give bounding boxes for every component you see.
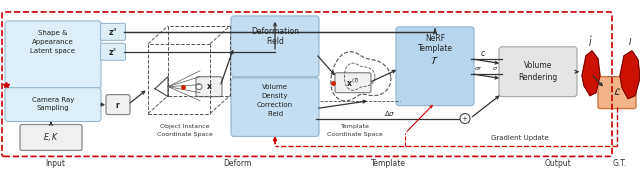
Text: Template: Template bbox=[340, 124, 369, 129]
FancyBboxPatch shape bbox=[100, 43, 125, 60]
Text: $\sigma_\mathcal{T}$: $\sigma_\mathcal{T}$ bbox=[474, 65, 484, 73]
Circle shape bbox=[196, 84, 202, 90]
Text: $\mathbf{z}^a$: $\mathbf{z}^a$ bbox=[108, 26, 118, 37]
Text: $I$: $I$ bbox=[628, 36, 632, 47]
Polygon shape bbox=[582, 51, 600, 96]
Text: Template: Template bbox=[417, 44, 452, 53]
Text: Deformation: Deformation bbox=[251, 27, 299, 36]
FancyBboxPatch shape bbox=[5, 21, 101, 89]
Text: Field: Field bbox=[267, 111, 283, 117]
Text: Output: Output bbox=[545, 159, 572, 168]
FancyBboxPatch shape bbox=[100, 23, 125, 40]
Text: $\mathcal{T}$: $\mathcal{T}$ bbox=[431, 54, 440, 66]
Text: Field: Field bbox=[266, 37, 284, 46]
Text: $\mathbf{x}$: $\mathbf{x}$ bbox=[205, 82, 212, 91]
Text: $\hat{I}$: $\hat{I}$ bbox=[588, 35, 594, 49]
Text: $\mathbf{z}^s$: $\mathbf{z}^s$ bbox=[108, 46, 118, 57]
FancyBboxPatch shape bbox=[231, 78, 319, 137]
Text: NeRF: NeRF bbox=[425, 34, 445, 43]
Text: Rendering: Rendering bbox=[518, 73, 557, 82]
Text: $\Delta\sigma$: $\Delta\sigma$ bbox=[384, 109, 396, 118]
Text: $c$: $c$ bbox=[480, 49, 486, 58]
Text: Correction: Correction bbox=[257, 102, 293, 108]
FancyBboxPatch shape bbox=[106, 95, 130, 115]
FancyBboxPatch shape bbox=[20, 125, 82, 150]
Text: Camera Ray: Camera Ray bbox=[32, 97, 74, 103]
Text: Deform: Deform bbox=[223, 159, 251, 168]
Text: $\mathbf{x}^{(\mathcal{T})}$: $\mathbf{x}^{(\mathcal{T})}$ bbox=[346, 77, 360, 89]
FancyBboxPatch shape bbox=[196, 77, 222, 97]
Text: $\mathcal{L}$: $\mathcal{L}$ bbox=[613, 86, 621, 97]
Text: Volume: Volume bbox=[262, 84, 288, 90]
FancyBboxPatch shape bbox=[396, 27, 474, 106]
Text: $\mathbf{r}$: $\mathbf{r}$ bbox=[115, 100, 121, 110]
Text: Shape &: Shape & bbox=[38, 30, 68, 36]
Text: Input: Input bbox=[45, 159, 65, 168]
FancyBboxPatch shape bbox=[5, 88, 101, 122]
Text: $\mathit{E, K}$: $\mathit{E, K}$ bbox=[43, 131, 59, 143]
FancyBboxPatch shape bbox=[499, 47, 577, 97]
FancyBboxPatch shape bbox=[231, 16, 319, 77]
Circle shape bbox=[460, 114, 470, 124]
Text: Volume: Volume bbox=[524, 61, 552, 70]
Text: Appearance: Appearance bbox=[32, 39, 74, 45]
Text: Density: Density bbox=[262, 93, 288, 99]
FancyBboxPatch shape bbox=[335, 73, 371, 93]
Text: ...: ... bbox=[607, 69, 616, 79]
Text: Template: Template bbox=[371, 159, 406, 168]
Text: Object Instance: Object Instance bbox=[160, 124, 210, 129]
Text: $+$: $+$ bbox=[461, 114, 468, 123]
Text: Coordinate Space: Coordinate Space bbox=[157, 132, 213, 137]
Text: G.T.: G.T. bbox=[613, 159, 627, 168]
Text: Coordinate Space: Coordinate Space bbox=[327, 132, 383, 137]
Text: $\sigma$: $\sigma$ bbox=[492, 65, 498, 72]
FancyBboxPatch shape bbox=[598, 77, 636, 108]
Polygon shape bbox=[620, 51, 640, 99]
Text: Sampling: Sampling bbox=[36, 105, 69, 111]
Text: Latent space: Latent space bbox=[31, 48, 76, 54]
Text: Gradient Update: Gradient Update bbox=[491, 136, 549, 141]
